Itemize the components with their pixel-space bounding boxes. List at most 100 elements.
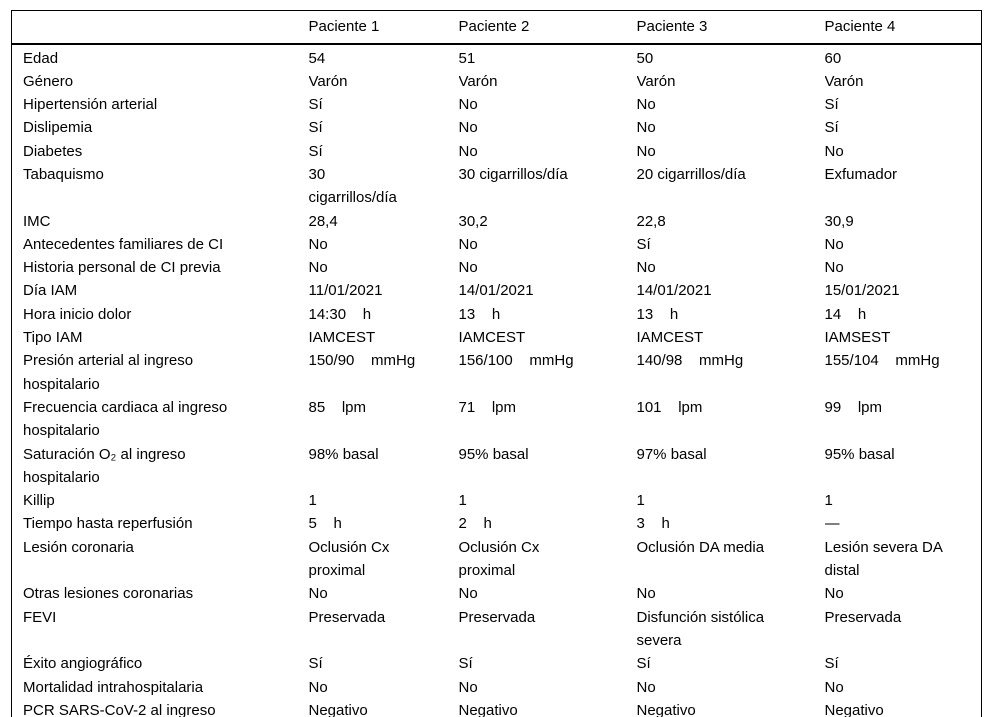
table-row: IMC 28,4 30,2 22,8 30,9 [12,210,982,233]
cell-paciente-1: 14:30 h [308,305,372,323]
cell-paciente-1: 1 [308,492,317,510]
row-label: FEVI [23,608,57,626]
cell-paciente-3: 22,8 [636,212,666,230]
cell-paciente-4: 1 [824,492,833,510]
cell-paciente-4: 95% basal [824,445,895,463]
row-label: Historia personal de CI previa [23,259,221,277]
row-label: Lesión coronaria [23,538,134,556]
table-row: Presión arterial al ingreso hospitalario… [12,349,982,396]
table-row: PCR SARS-CoV-2 al ingreso Negativo Negativ… [12,699,982,717]
cell-paciente-1: No [308,259,328,277]
cell-paciente-1: 85 lpm [308,398,367,416]
cell-paciente-2: No [458,119,478,137]
cell-paciente-4: Varón [824,72,864,90]
cell-paciente-4: 30,9 [824,212,854,230]
patients-comparison-table: Paciente 1 Paciente 2 Paciente 3 Paciente 4… [11,10,982,717]
table-row: Killip 1 1 1 1 [12,489,982,512]
table-row: Historia personal de CI previa No No No No [12,256,982,279]
cell-paciente-4: IAMSEST [824,329,891,347]
row-label: Éxito angiográfico [23,655,143,673]
cell-paciente-2: 30 cigarrillos/día [458,165,568,183]
cell-paciente-2: No [458,678,478,696]
cell-paciente-2: 30,2 [458,212,488,230]
cell-paciente-2: 156/100 mmHg [458,352,574,370]
column-header-paciente-1: Paciente 1 [308,10,459,45]
cell-paciente-4: 14 h [824,305,867,323]
table-body: Edad 54 51 50 60 Género Varón Varón Varón Varón Hi… [12,44,982,717]
cell-paciente-3: Oclusión DA media [636,538,765,556]
row-label: Género [23,72,74,90]
cell-paciente-3: 3 h [636,515,670,533]
cell-paciente-4: 15/01/2021 [824,282,900,300]
cell-paciente-2: 14/01/2021 [458,282,534,300]
cell-paciente-3: No [636,678,656,696]
cell-paciente-1: 28,4 [308,212,338,230]
row-label: IMC [23,212,51,230]
cell-paciente-1: No [308,585,328,603]
row-label: Tiempo hasta reperfusión [23,515,193,533]
cell-paciente-2: Preservada [458,608,536,626]
cell-paciente-3: Sí [636,235,651,253]
cell-paciente-4: Sí [824,96,839,114]
row-label: Tipo IAM [23,329,83,347]
cell-paciente-3: 101 lpm [636,398,703,416]
cell-paciente-1: 150/90 mmHg [308,352,416,370]
cell-paciente-4: No [824,678,844,696]
cell-paciente-4: Sí [824,655,839,673]
cell-paciente-2: 2 h [458,515,492,533]
cell-paciente-2: Sí [458,655,473,673]
row-label: Diabetes [23,142,83,160]
cell-paciente-2: Oclusión Cx proximal [458,538,540,580]
table-row: Antecedentes familiares de CI No No Sí No [12,233,982,256]
table-row: Tipo IAM IAMCEST IAMCEST IAMCEST IAMSEST [12,326,982,349]
cell-paciente-2: IAMCEST [458,329,526,347]
column-header-paciente-3: Paciente 3 [636,10,825,45]
row-label: Edad [23,49,59,67]
cell-paciente-2: 13 h [458,305,501,323]
cell-paciente-1: 98% basal [308,445,379,463]
cell-paciente-1: Negativo [308,701,368,717]
cell-paciente-1: No [308,678,328,696]
column-header-paciente-2: Paciente 2 [458,10,637,45]
table-row: Tabaquismo 30 cigarrillos/día 30 cigarrill… [12,163,982,210]
row-label: Dislipemia [23,119,93,137]
cell-paciente-3: 14/01/2021 [636,282,712,300]
table-row: Diabetes Sí No No No [12,140,982,163]
cell-paciente-3: No [636,585,656,603]
row-label: Tabaquismo [23,165,104,183]
cell-paciente-4: Exfumador [824,165,898,183]
cell-paciente-1: Preservada [308,608,386,626]
table-row: Género Varón Varón Varón Varón [12,70,982,93]
corner-header [11,10,309,45]
table-row: Mortalidad intrahospitalaria No No No No [12,676,982,699]
cell-paciente-3: IAMCEST [636,329,704,347]
row-label: Hora inicio dolor [23,305,132,323]
column-header-paciente-4: Paciente 4 [824,10,982,45]
cell-paciente-4: No [824,142,844,160]
cell-paciente-4: Negativo [824,701,884,717]
cell-paciente-1: Oclusión Cx proximal [308,538,390,580]
cell-paciente-3: Sí [636,655,651,673]
cell-paciente-1: 30 cigarrillos/día [308,165,397,207]
cell-paciente-3: No [636,142,656,160]
cell-paciente-4: No [824,585,844,603]
row-label: Presión arterial al ingreso hospitalario [23,352,194,393]
table-row: Hora inicio dolor 14:30 h 13 h 13 h 14 h [12,303,982,326]
cell-paciente-2: Varón [458,72,498,90]
cell-paciente-2: No [458,96,478,114]
row-label: Día IAM [23,282,78,300]
row-label: Mortalidad intrahospitalaria [23,678,204,696]
cell-paciente-3: Negativo [636,701,696,717]
row-label: Antecedentes familiares de CI [23,235,224,253]
cell-paciente-3: 13 h [636,305,679,323]
cell-paciente-2: 71 lpm [458,398,517,416]
cell-paciente-3: Varón [636,72,676,90]
row-label: Saturación O₂ al ingreso hospitalario [23,445,186,486]
cell-paciente-1: 5 h [308,515,342,533]
cell-paciente-1: 54 [308,49,326,67]
cell-paciente-2: 1 [458,492,467,510]
cell-paciente-3: 97% basal [636,445,707,463]
cell-paciente-4: Sí [824,119,839,137]
row-label: Otras lesiones coronarias [23,585,194,603]
table-row: Dislipemia Sí No No Sí [12,116,982,139]
